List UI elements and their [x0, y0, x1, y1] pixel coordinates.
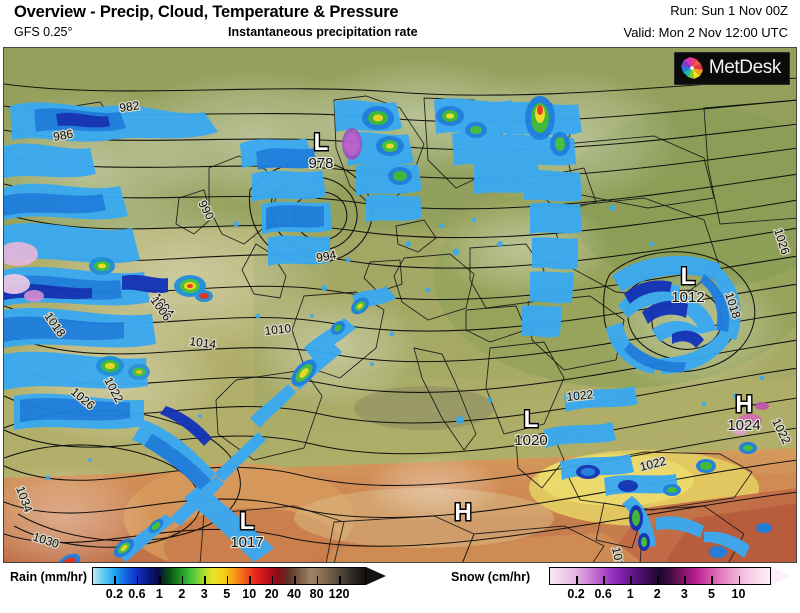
rain-legend-label: Rain (mm/hr) [10, 570, 88, 584]
isobar-label: 982 [118, 98, 140, 115]
legend-tick-label: 40 [287, 587, 302, 601]
model-label: GFS 0.25° [14, 25, 73, 39]
legend-tick-label: 1 [155, 587, 163, 601]
legend-tick-label: 3 [680, 587, 688, 601]
map-canvas: 9829869909941004100610101014101810221026… [4, 48, 796, 563]
metdesk-logo[interactable]: MetDesk [673, 52, 790, 85]
snow-legend-label: Snow (cm/hr) [451, 570, 531, 584]
legend-tick [711, 576, 713, 585]
legend-tick [294, 576, 296, 585]
legend-tick [114, 576, 116, 585]
isobar-label: 986 [52, 127, 74, 144]
legend-tick-label: 1 [626, 587, 634, 601]
legend-tick [603, 576, 605, 585]
legend-tick-label: 3 [200, 587, 208, 601]
valid-time-label: Valid: Mon 2 Nov 12:00 UTC [623, 25, 789, 40]
precipitation-snow [4, 132, 769, 435]
isobar-label: 1010 [264, 321, 292, 338]
legend-tick [204, 576, 206, 585]
legend-tick-label: 10 [731, 587, 746, 601]
legend-tick [657, 576, 659, 585]
legend-tick [630, 576, 632, 585]
legend-tick [316, 576, 319, 585]
run-time-label: Run: Sun 1 Nov 00Z [670, 3, 788, 18]
rain-tick-labels: 0.2 0.6 1 2 3 5 10 20 40 80 120 [92, 587, 386, 603]
isobar-label: 1018 [609, 546, 628, 563]
legend-tick-label: 2 [178, 587, 186, 601]
legend-tick [181, 576, 184, 585]
legend-tick-label: 5 [223, 587, 231, 601]
legend-tick-label: 10 [242, 587, 257, 601]
legend-tick [576, 576, 578, 585]
metdesk-logo-text: MetDesk [708, 57, 782, 78]
legend-tick-label: 0.6 [594, 587, 612, 601]
legend-tick [339, 576, 341, 585]
legend-tick-label: 0.2 [105, 587, 124, 601]
legend-tick [738, 576, 740, 585]
legend-tick-label: 120 [328, 587, 350, 601]
legend-tick [159, 576, 161, 585]
legend-tick-label: 0.6 [128, 587, 146, 601]
snow-color-bar [549, 567, 791, 585]
isobar-label: 1022 [566, 387, 594, 404]
legend-tick-label: 5 [707, 587, 715, 601]
pinwheel-icon [680, 57, 703, 79]
legend: Rain (mm/hr) 0.2 0.6 1 2 3 5 10 20 40 80 120 Snow … [0, 566, 800, 613]
legend-tick-label: 0.2 [567, 587, 585, 601]
legend-tick-label: 80 [309, 587, 324, 601]
chart-header: Overview - Precip, Cloud, Temperature & … [0, 0, 800, 48]
legend-tick-label: 20 [264, 587, 279, 601]
chart-subtitle: Instantaneous precipitation rate [228, 25, 418, 39]
isobar-label: 994 [315, 248, 337, 265]
legend-tick [226, 576, 229, 585]
legend-tick [271, 576, 274, 585]
isobar-label: 1014 [189, 334, 218, 352]
legend-tick-label: 2 [653, 587, 661, 601]
legend-tick [249, 576, 251, 585]
snow-tick-labels: 0.2 0.6 1 2 3 5 10 [549, 587, 791, 603]
rain-color-bar [92, 567, 386, 585]
precipitation-rain [4, 96, 772, 562]
legend-tick [136, 576, 139, 585]
weather-map[interactable]: 982 986 990 994 1004 1006 1010 1014 1018 1022 1026… [3, 47, 797, 563]
page-title: Overview - Precip, Cloud, Temperature & … [14, 3, 399, 21]
legend-tick [684, 576, 686, 585]
